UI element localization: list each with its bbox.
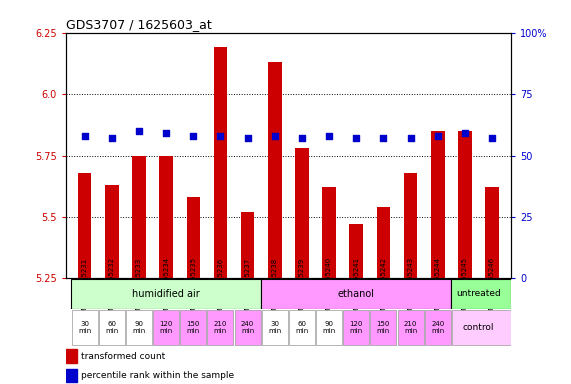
FancyBboxPatch shape: [207, 310, 234, 345]
Bar: [322, 187, 336, 278]
Text: GSM455237: GSM455237: [244, 257, 251, 300]
Text: GSM455234: GSM455234: [163, 257, 169, 300]
Text: control: control: [463, 323, 494, 332]
Text: 60
min: 60 min: [105, 321, 118, 334]
Bar: [431, 131, 444, 278]
Text: 210
min: 210 min: [214, 321, 227, 334]
Text: 30
min: 30 min: [78, 321, 91, 334]
Text: humidified air: humidified air: [132, 289, 200, 299]
Bar: [377, 207, 390, 278]
FancyBboxPatch shape: [371, 310, 396, 345]
Bar: [268, 62, 282, 278]
Bar: [485, 187, 499, 278]
Bar: [241, 212, 255, 278]
Text: 210
min: 210 min: [404, 321, 417, 334]
Point: [270, 133, 279, 139]
Text: GSM455236: GSM455236: [218, 257, 223, 300]
Text: 150
min: 150 min: [187, 321, 200, 334]
Text: GSM455244: GSM455244: [435, 257, 441, 300]
FancyBboxPatch shape: [289, 310, 315, 345]
FancyBboxPatch shape: [452, 310, 510, 345]
Point: [162, 130, 171, 136]
Text: 240
min: 240 min: [241, 321, 254, 334]
Bar: [295, 148, 309, 278]
Text: untreated: untreated: [456, 289, 501, 298]
Text: GSM455242: GSM455242: [380, 257, 387, 300]
Point: [379, 135, 388, 141]
FancyBboxPatch shape: [153, 310, 179, 345]
Point: [460, 130, 469, 136]
FancyBboxPatch shape: [235, 310, 260, 345]
FancyBboxPatch shape: [425, 310, 451, 345]
FancyBboxPatch shape: [261, 279, 451, 308]
Point: [324, 133, 333, 139]
Text: 120
min: 120 min: [159, 321, 173, 334]
Text: 120
min: 120 min: [349, 321, 363, 334]
Point: [134, 128, 143, 134]
Bar: [458, 131, 472, 278]
Text: GSM455235: GSM455235: [190, 257, 196, 300]
Point: [488, 135, 497, 141]
Text: GSM455246: GSM455246: [489, 257, 495, 300]
FancyBboxPatch shape: [180, 310, 206, 345]
FancyBboxPatch shape: [397, 310, 424, 345]
Point: [80, 133, 89, 139]
Text: percentile rank within the sample: percentile rank within the sample: [81, 371, 234, 380]
Point: [352, 135, 361, 141]
Text: GSM455239: GSM455239: [299, 257, 305, 300]
Point: [243, 135, 252, 141]
Bar: [78, 173, 91, 278]
Text: 30
min: 30 min: [268, 321, 282, 334]
FancyBboxPatch shape: [451, 279, 511, 308]
FancyBboxPatch shape: [99, 310, 125, 345]
Text: GSM455231: GSM455231: [82, 257, 88, 300]
Bar: [66, 369, 77, 382]
Text: transformed count: transformed count: [81, 352, 166, 361]
Text: 240
min: 240 min: [431, 321, 444, 334]
Text: 150
min: 150 min: [377, 321, 390, 334]
Bar: [349, 224, 363, 278]
Bar: [187, 197, 200, 278]
Bar: [214, 47, 227, 278]
FancyBboxPatch shape: [262, 310, 288, 345]
Text: GSM455238: GSM455238: [272, 257, 278, 300]
Bar: [132, 156, 146, 278]
Text: 90
min: 90 min: [132, 321, 146, 334]
Point: [216, 133, 225, 139]
Point: [189, 133, 198, 139]
FancyBboxPatch shape: [71, 310, 98, 345]
Text: ethanol: ethanol: [338, 289, 375, 299]
Bar: [159, 156, 173, 278]
Text: GSM455241: GSM455241: [353, 257, 359, 300]
Point: [406, 135, 415, 141]
Point: [297, 135, 307, 141]
FancyBboxPatch shape: [343, 310, 369, 345]
Bar: [404, 173, 417, 278]
Bar: [66, 349, 77, 363]
Text: GDS3707 / 1625603_at: GDS3707 / 1625603_at: [66, 18, 211, 31]
Text: GSM455243: GSM455243: [408, 257, 413, 300]
Text: GSM455232: GSM455232: [109, 257, 115, 300]
FancyBboxPatch shape: [71, 279, 261, 308]
Text: GSM455245: GSM455245: [462, 257, 468, 300]
Text: 60
min: 60 min: [295, 321, 308, 334]
Text: GSM455240: GSM455240: [326, 257, 332, 300]
Point: [433, 133, 443, 139]
FancyBboxPatch shape: [316, 310, 342, 345]
Bar: [105, 185, 119, 278]
Point: [107, 135, 116, 141]
FancyBboxPatch shape: [126, 310, 152, 345]
Text: GSM455233: GSM455233: [136, 257, 142, 300]
Text: 90
min: 90 min: [323, 321, 336, 334]
